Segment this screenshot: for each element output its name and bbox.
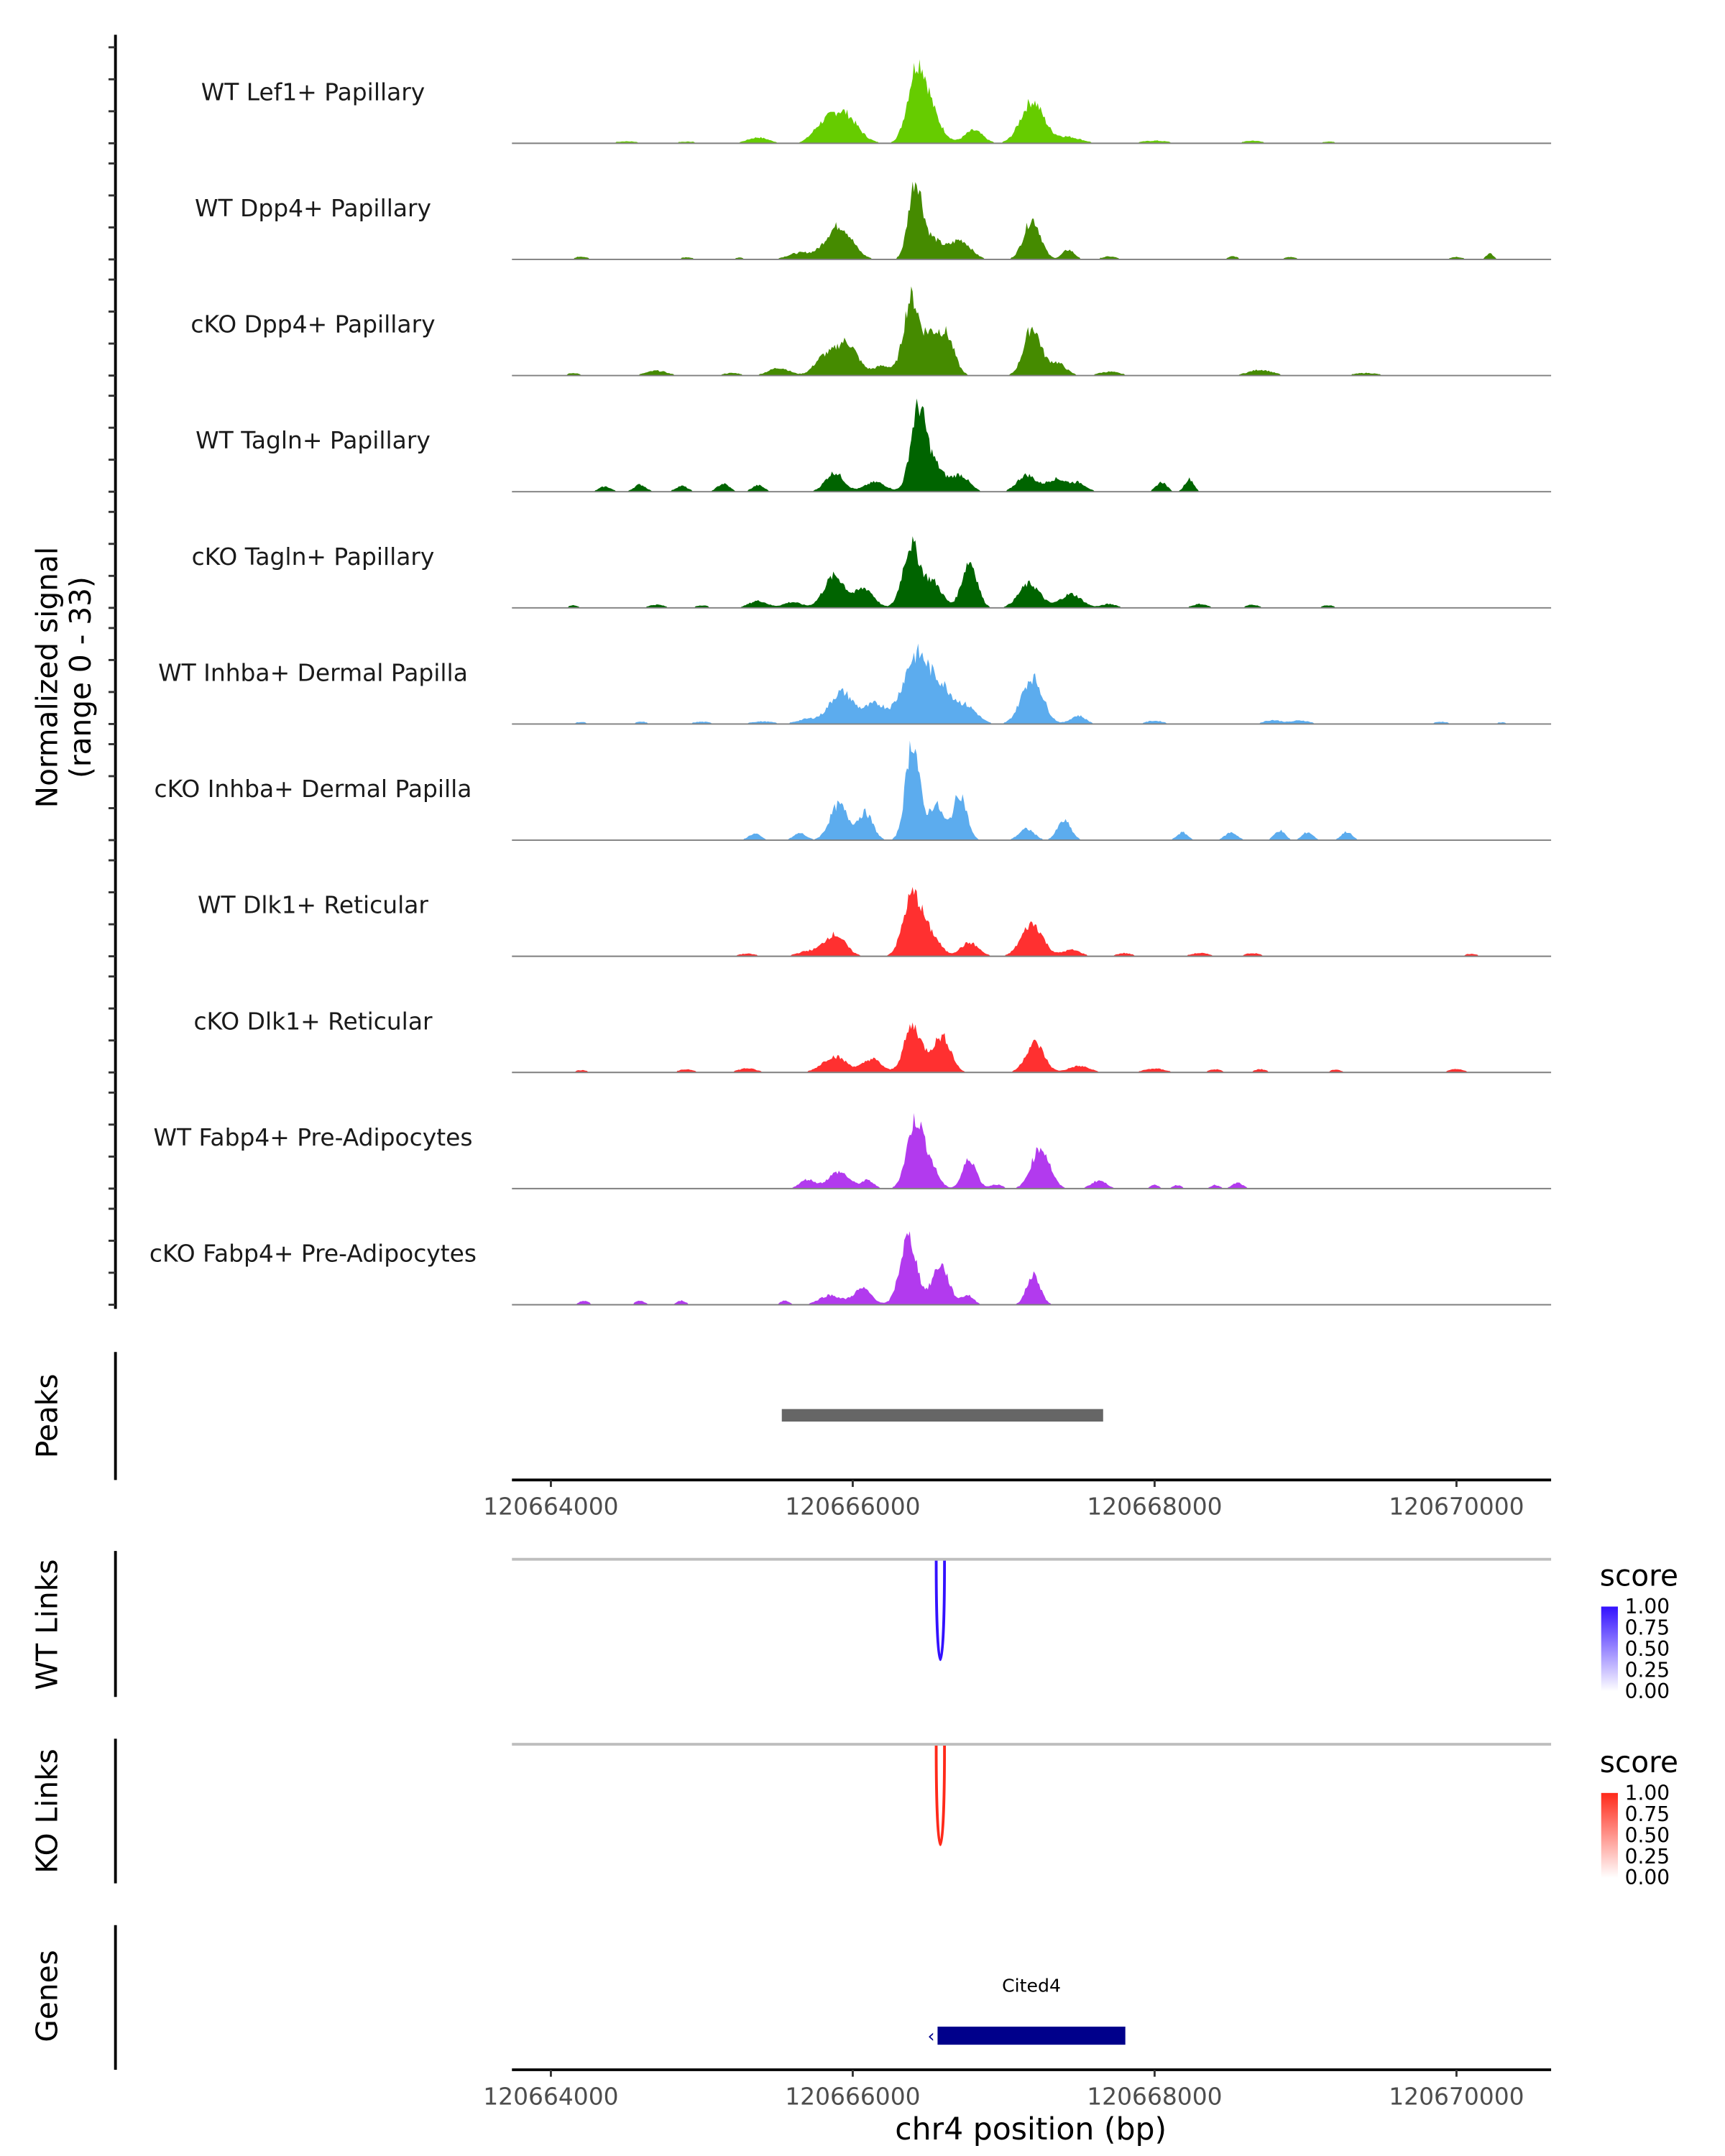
signal-tracks: WT Lef1+ Papillary WT Dpp4+ Papillary cKO … [150, 59, 1552, 1306]
x-axis-bottom: 120664000 120666000 120668000 120670000 [483, 2068, 1552, 2110]
x-tick-label: 120666000 [785, 2082, 920, 2110]
gene-name: Cited4 [1002, 1976, 1061, 1996]
legend-tick-label: 0.75 [1625, 1616, 1670, 1640]
coverage-area [512, 643, 1552, 724]
legend-colorbar [1601, 1606, 1618, 1692]
track: WT Dlk1+ Reticular [198, 887, 1552, 957]
x-tick-label: 120664000 [483, 1493, 618, 1521]
track-label: cKO Dlk1+ Reticular [193, 1007, 433, 1035]
legend-colorbar [1601, 1792, 1618, 1878]
ko-links [934, 1746, 947, 1846]
wt-links-label: WT Links [29, 1560, 64, 1690]
wt-score-legend: score 1.000.750.500.250.00 [1600, 1558, 1678, 1703]
track-label: cKO Dpp4+ Papillary [190, 310, 435, 338]
coverage-area [512, 536, 1552, 608]
link-arc [934, 1560, 947, 1662]
legend-tick-label: 0.00 [1625, 1866, 1670, 1889]
legend-tick-label: 0.50 [1625, 1637, 1670, 1661]
wt-links [934, 1560, 947, 1662]
ko-links-label: KO Links [29, 1749, 64, 1874]
legend-tick-label: 0.25 [1625, 1845, 1670, 1869]
legend-tick-label: 0.75 [1625, 1802, 1670, 1826]
track-label: WT Dlk1+ Reticular [198, 891, 428, 919]
coverage-area [512, 1112, 1552, 1189]
x-tick-label: 120670000 [1389, 1493, 1524, 1521]
track-label: WT Dpp4+ Papillary [195, 194, 431, 222]
track: cKO Dlk1+ Reticular [193, 1007, 1552, 1074]
strand-arrow-icon: ‹ [928, 2025, 935, 2046]
x-tick-label: 120666000 [785, 1493, 920, 1521]
track: cKO Dpp4+ Papillary [190, 286, 1552, 377]
track-label: cKO Inhba+ Dermal Papilla [155, 775, 472, 803]
track: cKO Inhba+ Dermal Papilla [155, 740, 1552, 841]
peak-region [781, 1409, 1103, 1422]
track-label: WT Fabp4+ Pre-Adipocytes [153, 1123, 472, 1151]
x-tick-label: 120668000 [1087, 2082, 1222, 2110]
track: WT Tagln+ Papillary [196, 398, 1552, 493]
coverage-area [512, 887, 1552, 957]
track-label: WT Inhba+ Dermal Papilla [158, 658, 468, 686]
x-tick-label: 120664000 [483, 2082, 618, 2110]
x-tick-label: 120668000 [1087, 1493, 1222, 1521]
link-arc [934, 1746, 947, 1846]
gene-annotations: ‹ Cited4 [928, 1976, 1126, 2046]
coverage-area [512, 1022, 1552, 1073]
coverage-area [512, 740, 1552, 841]
coverage-area [512, 59, 1552, 144]
track-label: WT Lef1+ Papillary [201, 78, 426, 106]
track: WT Fabp4+ Pre-Adipocytes [153, 1112, 1552, 1189]
coverage-area [512, 181, 1552, 259]
ko-score-legend: score 1.000.750.500.250.00 [1600, 1745, 1678, 1889]
legend-tick-label: 0.25 [1625, 1658, 1670, 1682]
legend-tick-label: 1.00 [1625, 1782, 1670, 1805]
x-tick-label: 120670000 [1389, 2082, 1524, 2110]
y-axis-sublabel: (range 0 - 33) [63, 576, 98, 778]
track-label: WT Tagln+ Papillary [196, 426, 431, 454]
legend-tick-label: 0.50 [1625, 1823, 1670, 1847]
x-axis-label: chr4 position (bp) [895, 2111, 1167, 2147]
peak-regions [781, 1409, 1103, 1422]
peaks-label: Peaks [29, 1374, 64, 1459]
y-axis-ticks [108, 46, 116, 1306]
y-axis-label: Normalized signal [29, 547, 64, 808]
track: cKO Tagln+ Papillary [192, 536, 1552, 609]
track-label: cKO Fabp4+ Pre-Adipocytes [150, 1239, 477, 1267]
genes-label: Genes [29, 1950, 64, 2042]
gene-body [937, 2027, 1126, 2045]
track: WT Lef1+ Papillary [201, 59, 1552, 144]
track: cKO Fabp4+ Pre-Adipocytes [150, 1231, 1552, 1306]
legend-title: score [1600, 1745, 1678, 1779]
x-axis-top: 120664000 120666000 120668000 120670000 [483, 1478, 1552, 1521]
coverage-area [512, 286, 1552, 376]
coverage-area [512, 1231, 1552, 1305]
coverage-area [512, 398, 1552, 492]
legend-title: score [1600, 1558, 1678, 1593]
track: WT Inhba+ Dermal Papilla [158, 643, 1552, 725]
track-label: cKO Tagln+ Papillary [192, 543, 435, 571]
legend-tick-label: 0.00 [1625, 1680, 1670, 1703]
track: WT Dpp4+ Papillary [195, 181, 1552, 260]
legend-tick-label: 1.00 [1625, 1595, 1670, 1618]
